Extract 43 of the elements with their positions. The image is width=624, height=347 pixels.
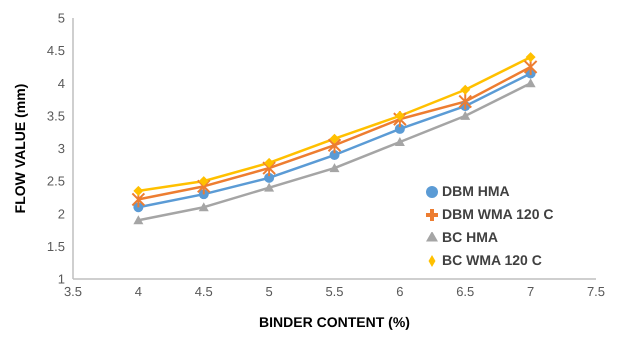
point [330,134,340,144]
y-tick-label: 5 [58,10,65,26]
point [133,215,144,224]
x-tick-label: 7 [527,284,534,300]
point [198,176,209,186]
point [526,52,536,62]
x-tick-label: 5 [266,284,273,300]
y-tick-label: 2.5 [46,174,65,189]
point [394,124,405,134]
legend-label: DBM HMA [442,183,510,199]
point [394,136,405,146]
point [330,163,340,172]
y-tick-label: 4.5 [46,43,65,58]
y-tick-label: 4 [58,76,65,91]
y-tick-label: 3.5 [46,108,65,124]
legend-label: BC WMA 120 C [442,252,542,268]
y-tick-label: 1.5 [46,238,65,254]
x-tick-label: 7.5 [586,284,606,300]
point [460,84,470,95]
point [394,110,405,121]
y-tick-label: 2 [58,206,65,222]
x-tick-label: 4.5 [194,284,213,300]
y-axis-title: FLOW VALUE (mm) [12,84,28,214]
legend-label: BC HMA [442,229,498,245]
point [458,92,472,111]
point [460,110,470,120]
x-axis-title: BINDER CONTENT (%) [259,314,410,330]
point [198,202,209,212]
point [262,159,276,178]
x-tick-label: 5.5 [325,284,344,300]
point [264,158,274,168]
x-tick-label: 4 [134,284,142,300]
point [264,172,274,183]
x-tick-label: 6.5 [456,284,474,300]
y-tick-label: 1 [58,272,65,287]
y-tick-label: 3 [58,141,65,156]
x-tick-label: 6 [396,284,404,300]
point [526,78,536,88]
point [392,110,407,128]
point [264,182,274,192]
point [330,150,340,160]
legend-label: DBM WMA 120 C [442,206,554,222]
point [133,186,144,196]
